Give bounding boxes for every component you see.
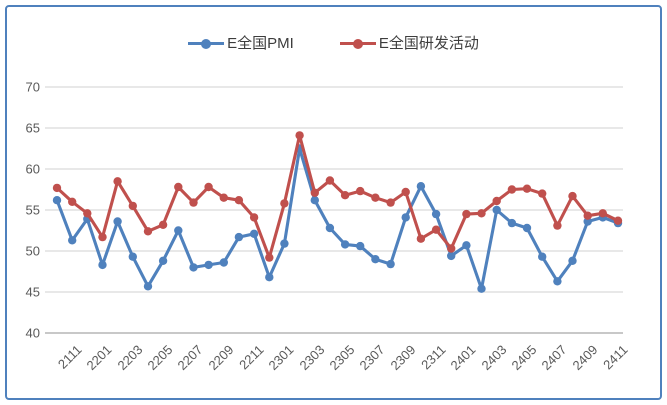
- data-point-marker[interactable]: [52, 196, 62, 205]
- data-point-marker[interactable]: [234, 196, 244, 205]
- data-point-marker[interactable]: [265, 253, 274, 262]
- data-point-marker[interactable]: [68, 236, 77, 245]
- data-point-marker[interactable]: [219, 193, 228, 202]
- data-point-marker[interactable]: [83, 209, 92, 218]
- data-point-marker[interactable]: [522, 184, 532, 193]
- data-point-marker[interactable]: [249, 229, 259, 238]
- legend-label-pmi: E全国PMI: [227, 35, 294, 52]
- y-tick-label: 55: [25, 202, 40, 218]
- line-marker-icon: [188, 38, 225, 49]
- data-point-marker[interactable]: [568, 191, 577, 201]
- data-point-marker[interactable]: [158, 220, 168, 229]
- data-point-marker[interactable]: [310, 196, 319, 205]
- y-tick-label: 50: [25, 243, 40, 259]
- data-point-marker[interactable]: [386, 198, 395, 207]
- data-point-marker[interactable]: [295, 131, 304, 140]
- data-point-marker[interactable]: [553, 277, 562, 286]
- data-point-marker[interactable]: [462, 241, 471, 250]
- legend-dot-icon: [352, 38, 363, 49]
- data-point-marker[interactable]: [447, 244, 456, 253]
- data-point-marker[interactable]: [280, 239, 289, 248]
- y-tick-label: 60: [25, 161, 40, 177]
- legend-item-pmi[interactable]: E全国PMI: [188, 36, 294, 51]
- data-point-marker[interactable]: [113, 177, 122, 186]
- data-point-marker[interactable]: [431, 209, 441, 219]
- data-point-marker[interactable]: [189, 198, 198, 207]
- data-point-marker[interactable]: [492, 196, 501, 206]
- data-point-marker[interactable]: [280, 199, 289, 208]
- data-point-marker[interactable]: [553, 221, 562, 230]
- data-point-marker[interactable]: [204, 260, 213, 270]
- data-point-marker[interactable]: [522, 223, 532, 233]
- data-point-marker[interactable]: [340, 240, 350, 249]
- data-point-marker[interactable]: [568, 256, 577, 265]
- data-point-marker[interactable]: [583, 217, 592, 226]
- y-tick-label: 70: [25, 79, 40, 95]
- data-point-marker[interactable]: [265, 273, 274, 282]
- data-point-marker[interactable]: [507, 218, 517, 228]
- data-point-marker[interactable]: [310, 188, 319, 197]
- line-marker-icon: [339, 38, 376, 49]
- data-point-marker[interactable]: [416, 234, 426, 243]
- data-point-marker[interactable]: [356, 241, 365, 251]
- data-point-marker[interactable]: [189, 263, 198, 272]
- data-point-marker[interactable]: [416, 182, 426, 191]
- y-tick-label: 65: [25, 120, 40, 136]
- data-point-marker[interactable]: [613, 216, 623, 225]
- y-tick-label: 40: [25, 325, 40, 341]
- data-point-marker[interactable]: [371, 255, 380, 264]
- data-point-marker[interactable]: [204, 182, 213, 192]
- legend-dot-icon: [201, 38, 212, 49]
- legend-item-rnd[interactable]: E全国研发活动: [339, 35, 479, 52]
- data-point-marker[interactable]: [340, 191, 350, 200]
- data-point-marker[interactable]: [158, 256, 168, 265]
- data-point-marker[interactable]: [538, 189, 547, 198]
- data-point-marker[interactable]: [447, 251, 456, 261]
- data-point-marker[interactable]: [325, 176, 335, 185]
- data-point-marker[interactable]: [128, 252, 137, 261]
- data-point-marker[interactable]: [386, 259, 395, 269]
- data-point-marker[interactable]: [98, 232, 107, 242]
- data-point-marker[interactable]: [538, 252, 547, 261]
- data-point-marker[interactable]: [492, 205, 501, 215]
- data-point-marker[interactable]: [143, 227, 153, 236]
- data-point-marker[interactable]: [174, 182, 183, 192]
- data-point-marker[interactable]: [219, 258, 228, 267]
- data-point-marker[interactable]: [174, 226, 183, 235]
- legend-label-rnd: E全国研发活动: [378, 35, 479, 52]
- data-point-marker[interactable]: [113, 217, 122, 226]
- data-point-marker[interactable]: [477, 209, 486, 218]
- data-point-marker[interactable]: [598, 209, 607, 218]
- data-point-marker[interactable]: [462, 209, 471, 219]
- data-point-marker[interactable]: [234, 232, 244, 242]
- data-point-marker[interactable]: [325, 223, 335, 233]
- data-point-marker[interactable]: [401, 213, 410, 222]
- data-point-marker[interactable]: [507, 185, 517, 194]
- data-point-marker[interactable]: [98, 260, 107, 270]
- data-point-marker[interactable]: [128, 201, 137, 211]
- legend: E全国PMI E全国研发活动: [0, 36, 667, 51]
- data-point-marker[interactable]: [52, 183, 62, 193]
- chart-frame: [5, 5, 662, 400]
- data-point-marker[interactable]: [583, 211, 592, 220]
- data-point-marker[interactable]: [249, 213, 259, 222]
- data-point-marker[interactable]: [68, 197, 77, 206]
- data-point-marker[interactable]: [401, 187, 410, 197]
- data-point-marker[interactable]: [371, 193, 380, 202]
- data-point-marker[interactable]: [143, 282, 153, 291]
- data-point-marker[interactable]: [356, 186, 365, 196]
- data-point-marker[interactable]: [431, 225, 441, 234]
- data-point-marker[interactable]: [477, 284, 486, 293]
- y-tick-label: 45: [25, 284, 40, 300]
